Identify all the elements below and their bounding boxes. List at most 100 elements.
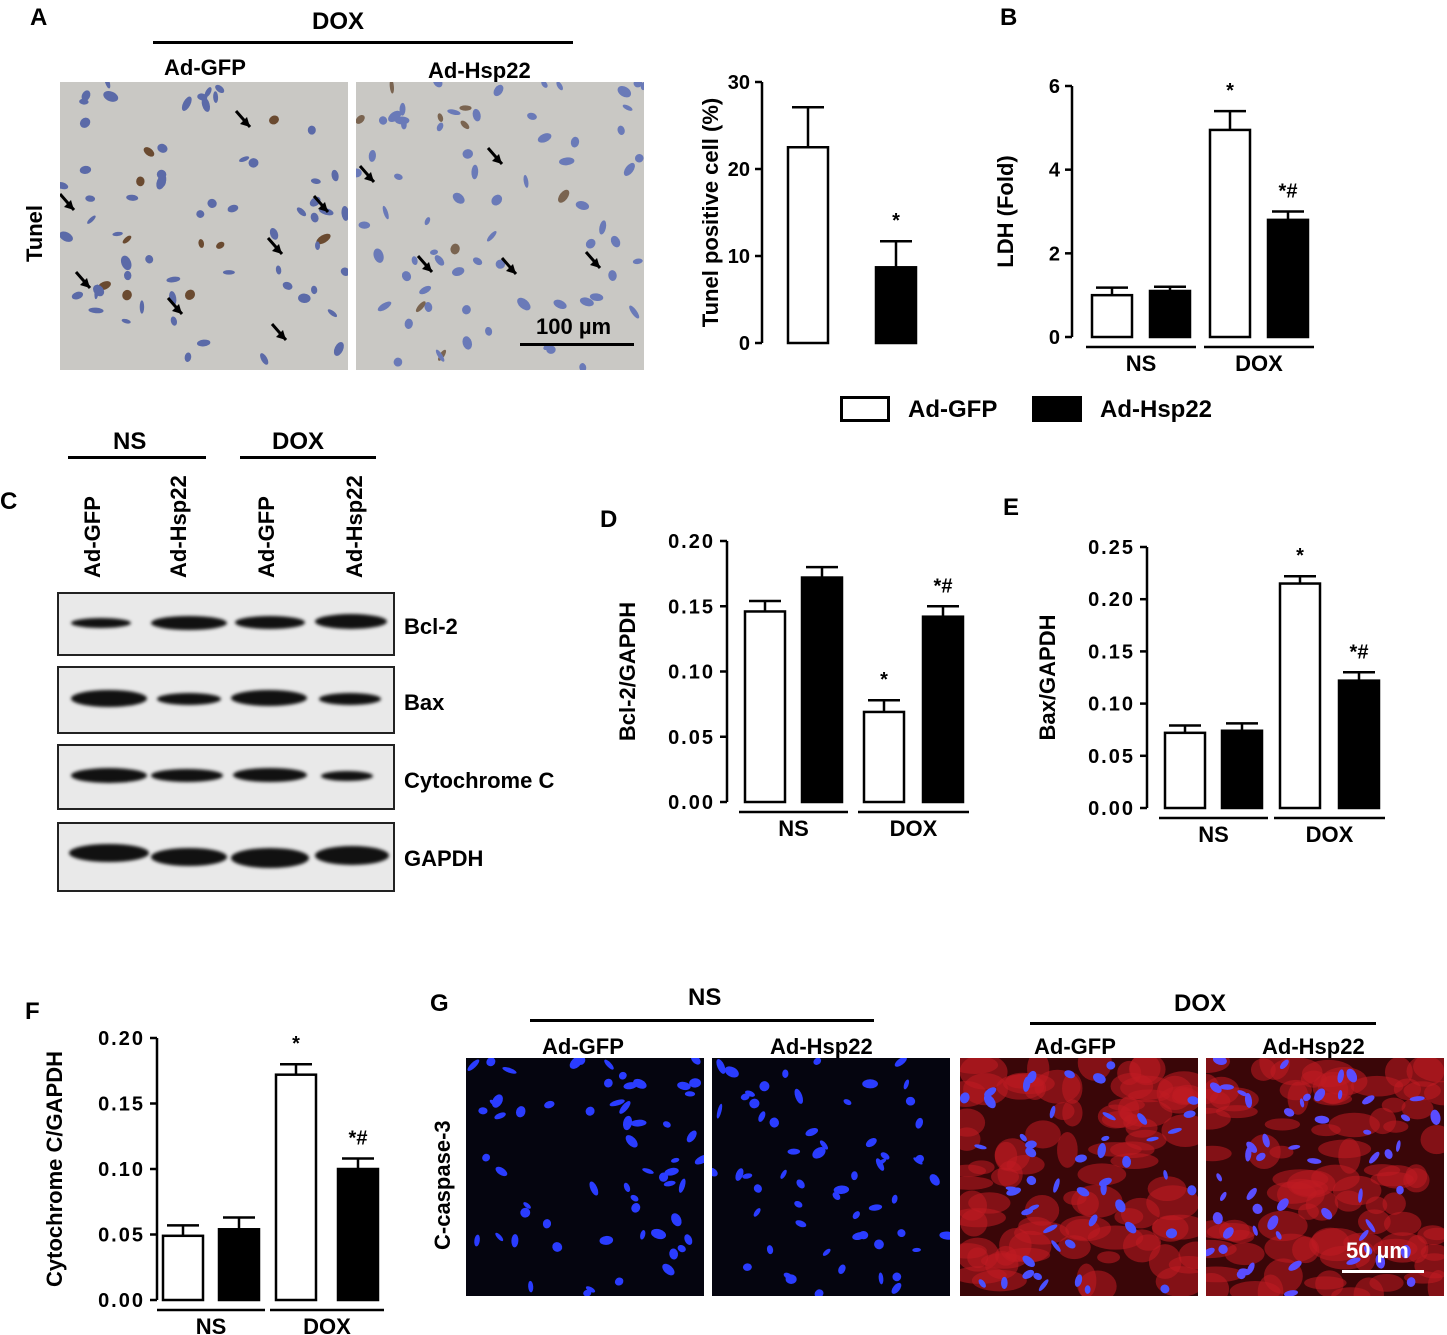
- nucleus: [735, 1168, 744, 1181]
- stain: [1383, 1211, 1422, 1236]
- nucleus: [1246, 1187, 1257, 1200]
- nucleus: [1022, 1255, 1035, 1268]
- nucleus: [670, 1157, 680, 1163]
- nucleus: [905, 1096, 916, 1106]
- nucleus: [310, 212, 319, 223]
- nucleus: [411, 256, 418, 266]
- y-axis-label: Bcl-2/GAPDH: [615, 602, 640, 741]
- group-label: NS: [1126, 351, 1157, 376]
- panel-letter-a: A: [30, 4, 48, 31]
- arrow-head-icon: [276, 330, 286, 340]
- nucleus: [1165, 1228, 1178, 1239]
- nucleus: [805, 1127, 819, 1137]
- y-tick-label: 4: [1049, 160, 1061, 182]
- nucleus: [622, 1115, 633, 1131]
- nucleus: [1359, 1229, 1369, 1242]
- nucleus: [1252, 1203, 1263, 1214]
- nucleus: [296, 207, 307, 217]
- nucleus: [759, 1081, 770, 1092]
- bar: [1090, 293, 1134, 339]
- panel-a-condition-1: Ad-GFP: [164, 55, 246, 80]
- significance-marker: *: [292, 1033, 300, 1055]
- nucleus: [1283, 1290, 1299, 1296]
- nucleus: [716, 1103, 723, 1119]
- arrow-head-icon: [318, 202, 328, 212]
- significance-marker: *: [1296, 545, 1304, 567]
- nucleus: [651, 1228, 667, 1240]
- nucleus: [356, 168, 362, 178]
- nucleus: [394, 173, 403, 180]
- nucleus: [599, 1235, 614, 1245]
- nucleus: [558, 189, 570, 203]
- bar: [862, 710, 906, 804]
- nucleus: [684, 1234, 693, 1245]
- stain: [1423, 1080, 1444, 1106]
- nucleus: [1187, 1185, 1197, 1196]
- panel-letter-c: C: [0, 488, 18, 515]
- nucleus: [373, 248, 384, 263]
- nucleus: [394, 116, 410, 125]
- nucleus: [669, 1248, 679, 1260]
- nucleus: [436, 122, 444, 132]
- band: [151, 769, 223, 782]
- protein-label-bcl2: Bcl-2: [404, 614, 458, 639]
- y-tick-label: 0.00: [668, 792, 715, 814]
- bar: [1208, 128, 1252, 339]
- fluor-image-dox-ad-hsp22: [1206, 1058, 1444, 1296]
- nucleus: [104, 82, 111, 89]
- nucleus: [435, 349, 445, 362]
- stain: [1018, 1216, 1052, 1236]
- y-tick-label: 0.25: [1088, 537, 1135, 559]
- nucleus: [1277, 1198, 1289, 1211]
- nucleus: [85, 195, 96, 202]
- nucleus: [631, 1203, 641, 1213]
- nucleus: [878, 1272, 884, 1285]
- stain: [1357, 1209, 1391, 1235]
- nucleus: [1337, 1089, 1343, 1100]
- nucleus: [393, 357, 403, 367]
- protein-label-bax: Bax: [404, 690, 445, 715]
- fluor-image-ns-ad-gfp: [466, 1058, 704, 1296]
- band: [71, 690, 147, 707]
- blot-bax: [57, 666, 395, 734]
- band: [321, 771, 373, 781]
- band: [233, 768, 307, 782]
- nucleus: [124, 270, 132, 281]
- nucleus: [1244, 1092, 1253, 1108]
- nucleus: [619, 1101, 631, 1114]
- nucleus: [716, 1059, 726, 1074]
- nucleus: [663, 1121, 671, 1128]
- nucleus: [742, 1263, 752, 1271]
- nucleus: [1028, 1204, 1040, 1211]
- nucleus: [462, 149, 474, 159]
- nucleus: [610, 235, 621, 248]
- y-tick-label: 10: [728, 246, 750, 268]
- panel-a-scale-bar: [520, 343, 634, 346]
- nucleus: [684, 1091, 696, 1097]
- nucleus: [891, 1282, 902, 1294]
- nucleus: [744, 1090, 756, 1097]
- nucleus: [622, 104, 633, 111]
- nucleus: [491, 1094, 503, 1108]
- nucleus: [599, 220, 607, 235]
- nucleus: [1206, 1247, 1215, 1257]
- stain: [1118, 1096, 1140, 1122]
- arrow-head-icon: [364, 172, 374, 182]
- nucleus: [260, 353, 269, 365]
- nucleus: [430, 249, 438, 255]
- stain: [1114, 1208, 1144, 1226]
- nucleus: [1006, 1187, 1022, 1196]
- stain: [1331, 1287, 1371, 1296]
- nucleus: [222, 270, 235, 275]
- y-tick-label: 0.20: [1088, 589, 1135, 611]
- nucleus: [527, 112, 537, 120]
- significance-marker: *#: [1350, 641, 1369, 663]
- band: [157, 693, 221, 705]
- band: [151, 616, 227, 630]
- nucleus: [157, 143, 168, 153]
- nucleus: [215, 84, 225, 94]
- nucleus: [813, 1058, 822, 1065]
- panel-g-condition-3: Ad-GFP: [1034, 1034, 1116, 1059]
- nucleus: [1363, 1245, 1373, 1255]
- stain: [1117, 1060, 1142, 1086]
